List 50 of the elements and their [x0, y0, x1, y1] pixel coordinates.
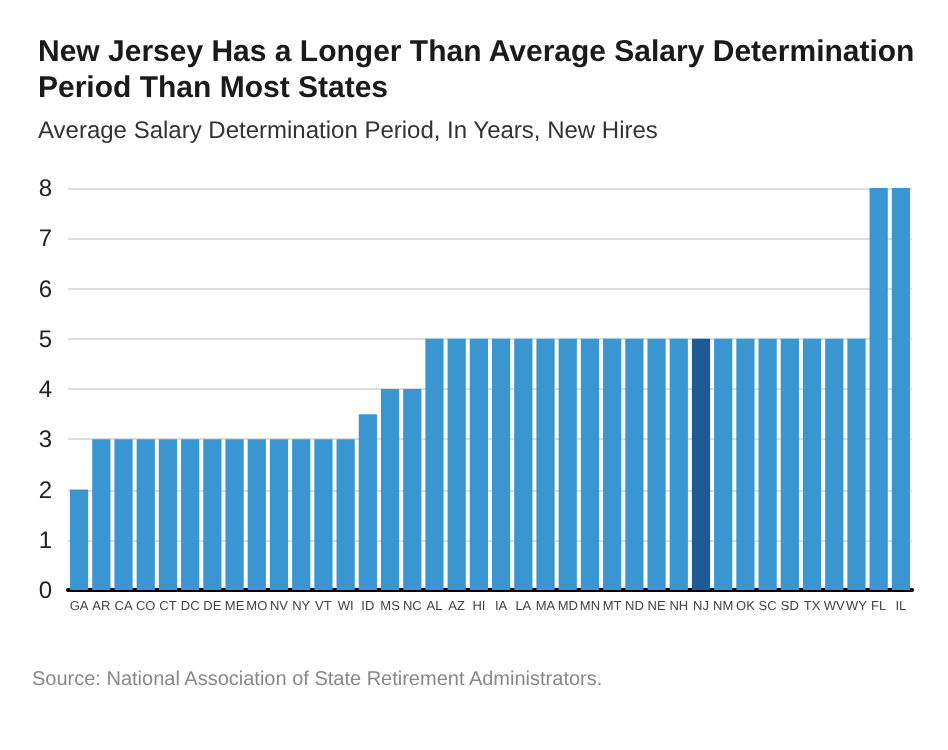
y-tick-label: 7 [38, 224, 53, 253]
y-tick-label: 8 [38, 174, 53, 202]
y-tick-label: 0 [38, 576, 53, 604]
bar [536, 338, 555, 590]
bar [380, 389, 400, 590]
bar [425, 338, 444, 590]
bar [114, 439, 133, 590]
bar [447, 338, 466, 590]
bar [269, 439, 289, 590]
bar [403, 389, 422, 590]
bar [358, 414, 377, 590]
y-tick-label: 4 [38, 375, 53, 403]
bar [869, 188, 888, 590]
bar [336, 439, 355, 590]
bar [558, 338, 577, 590]
y-tick-label: 1 [38, 525, 53, 554]
y-tick-label: 2 [38, 475, 53, 504]
bar [469, 338, 488, 590]
bar [625, 338, 644, 590]
y-tick-label: 3 [38, 425, 53, 454]
bar [758, 338, 777, 590]
y-tick-label: 6 [38, 274, 53, 303]
bar [802, 338, 822, 590]
bar [691, 338, 711, 590]
chart-subtitle: Average Salary Determination Period, In Years, New Hires [38, 116, 658, 144]
bar [669, 338, 688, 590]
bar [580, 338, 600, 590]
chart-title: New Jersey Has a Longer Than Average Salary Determination Period Than Most States [38, 35, 923, 105]
bar [514, 338, 533, 590]
bar [314, 439, 333, 590]
bar [292, 439, 311, 590]
bar [647, 338, 666, 590]
bar [492, 338, 511, 590]
bar [181, 439, 200, 590]
bar [70, 489, 89, 590]
bar [203, 439, 222, 590]
bar [780, 338, 799, 590]
bar [714, 338, 733, 590]
y-tick-label: 5 [38, 324, 53, 353]
bar [891, 188, 910, 590]
bar [92, 439, 111, 590]
bar [603, 338, 622, 590]
bar [136, 439, 155, 590]
bar [247, 439, 266, 590]
bar [158, 439, 178, 590]
bar [825, 338, 844, 590]
bar [225, 439, 244, 590]
source-note: Source: National Association of State Retirement Administrators. [32, 669, 603, 691]
bar [736, 338, 755, 590]
bar [847, 338, 866, 590]
